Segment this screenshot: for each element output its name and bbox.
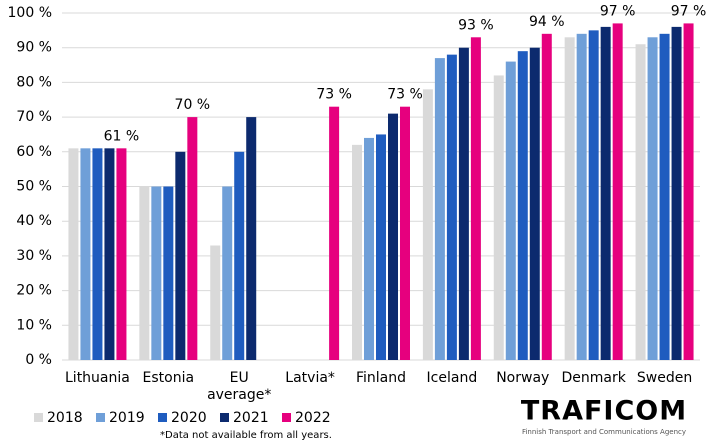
legend-swatch [34, 413, 43, 422]
legend-label: 2020 [171, 410, 207, 426]
legend-label: 2019 [109, 410, 145, 426]
bar [434, 58, 445, 361]
bar [671, 26, 682, 360]
y-tick-label: 60 % [16, 144, 52, 160]
value-label: 73 % [316, 87, 352, 103]
bar [576, 33, 587, 360]
legend-swatch [158, 413, 167, 422]
x-tick-label: Finland [355, 370, 407, 386]
y-tick-label: 10 % [16, 317, 52, 333]
y-tick-label: 40 % [16, 213, 52, 229]
legend-label: 2021 [233, 410, 269, 426]
legend-swatch [282, 413, 291, 422]
bar [541, 33, 552, 360]
x-tick-label: Latvia* [285, 370, 335, 386]
x-tick-label: Estonia [142, 370, 195, 386]
bar [163, 186, 174, 360]
y-tick-label: 20 % [16, 283, 52, 299]
bar [376, 134, 386, 360]
bar [683, 23, 694, 360]
bar [80, 148, 91, 360]
bar [529, 47, 540, 360]
bar [659, 33, 670, 360]
bar [588, 30, 599, 360]
bar [505, 61, 516, 361]
bar [493, 75, 504, 361]
bar [68, 148, 79, 360]
x-tick-label: EU average* [207, 370, 272, 403]
bar [647, 37, 658, 360]
bar [422, 89, 433, 360]
y-tick-label: 70 % [16, 109, 52, 125]
y-tick-label: 80 % [16, 74, 52, 90]
bar [364, 137, 374, 360]
value-label: 97 % [600, 3, 636, 19]
x-tick-label: Iceland [426, 370, 478, 386]
legend-label: 2022 [295, 410, 331, 426]
bar [446, 54, 457, 360]
bar [517, 51, 528, 361]
value-label: 93 % [458, 17, 494, 33]
value-label: 61 % [104, 128, 140, 144]
bar [329, 106, 340, 360]
y-tick-label: 0 % [25, 352, 52, 368]
y-tick-label: 30 % [16, 248, 52, 264]
x-tick-label: Lithuania [65, 370, 130, 386]
footnote: *Data not available from all years. [160, 430, 332, 441]
legend-swatch [220, 413, 229, 422]
bar [116, 148, 127, 360]
bar [104, 148, 115, 360]
bar [175, 151, 186, 360]
value-label: 94 % [529, 14, 565, 30]
bar [187, 117, 198, 360]
x-tick-label: Sweden [636, 370, 693, 386]
bar [400, 106, 410, 360]
y-tick-label: 100 % [8, 5, 52, 21]
bar [388, 113, 398, 360]
bar [246, 117, 257, 360]
bar [612, 23, 623, 360]
x-tick-label: Norway [496, 370, 550, 386]
logo: TRAFICOM [521, 396, 687, 427]
value-label: 97 % [671, 3, 707, 19]
bar [92, 148, 103, 360]
bar [635, 44, 646, 360]
value-label: 73 % [387, 87, 423, 103]
value-label: 70 % [175, 97, 211, 113]
bar [352, 144, 362, 360]
legend-label: 2018 [47, 410, 83, 426]
bar [222, 186, 233, 360]
logo-tagline: Finnish Transport and Communications Age… [522, 428, 686, 436]
bar [139, 186, 150, 360]
bar [210, 245, 221, 360]
bar [458, 47, 469, 360]
bar [470, 37, 481, 360]
bar [600, 26, 611, 360]
legend-swatch [96, 413, 105, 422]
x-tick-label: Denmark [561, 370, 626, 386]
bar [151, 186, 162, 360]
y-tick-label: 90 % [16, 40, 52, 56]
bar [234, 151, 245, 360]
bar [564, 37, 575, 360]
y-tick-label: 50 % [16, 179, 52, 195]
